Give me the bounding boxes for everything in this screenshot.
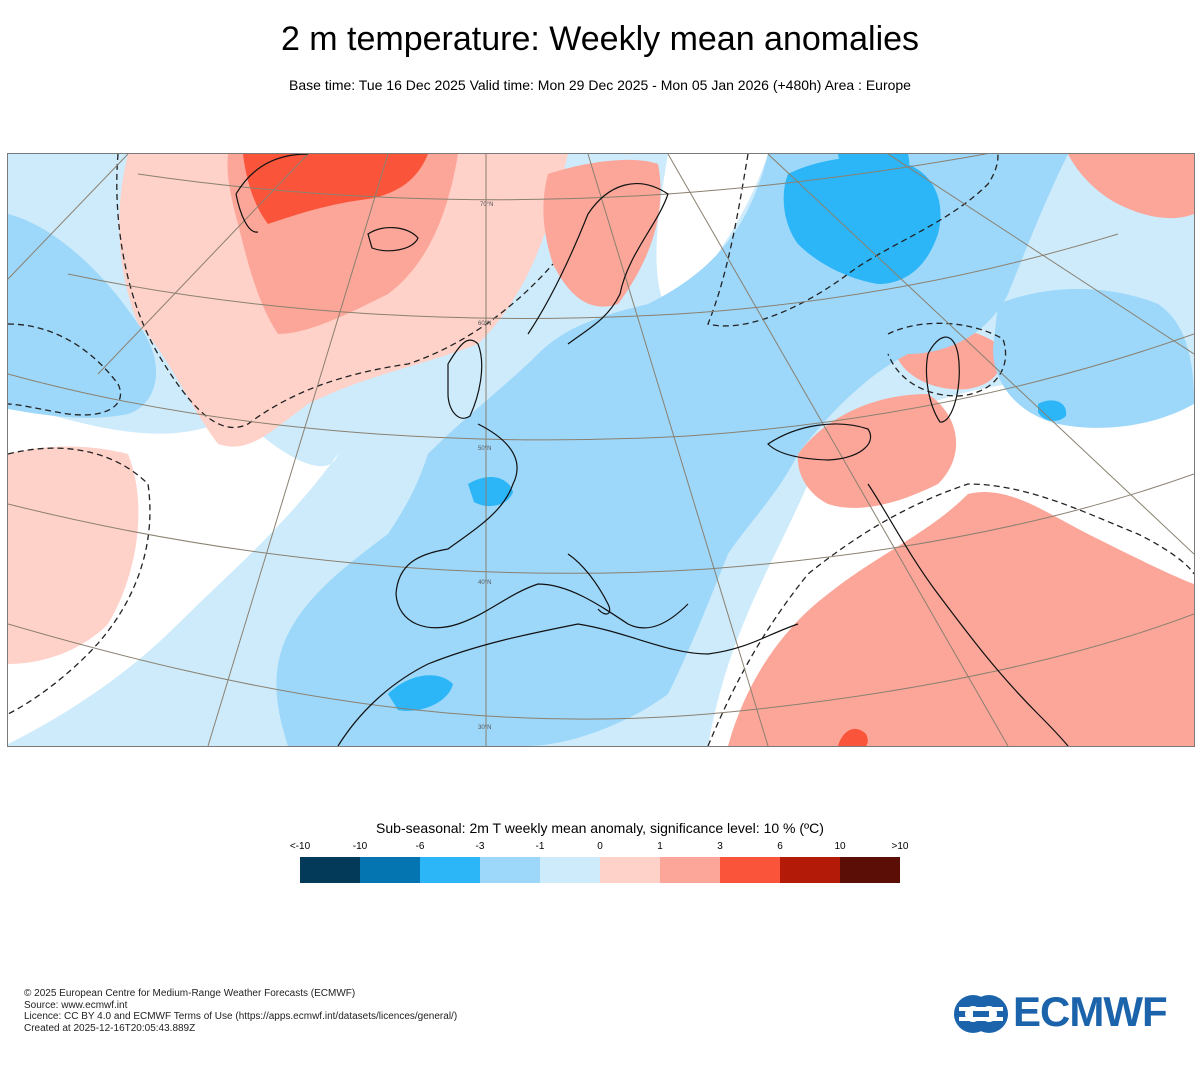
created-text: Created at 2025-12-16T20:05:43.889Z bbox=[24, 1022, 196, 1034]
significance-contours bbox=[8, 154, 1194, 746]
warm-region-middle-east bbox=[728, 492, 1194, 746]
meridian-1 bbox=[8, 154, 129, 280]
legend-label: >10 bbox=[891, 841, 909, 852]
lat-label-60: 60°N bbox=[478, 321, 491, 327]
warm-region-far-north-east bbox=[1068, 154, 1194, 219]
coastline-caspian-sea bbox=[925, 336, 960, 423]
warm-region-south-atlantic bbox=[8, 446, 139, 664]
anomaly-map[interactable]: 70°N 60°N 50°N 40°N 30°N bbox=[7, 153, 1195, 747]
colorbar-swatch bbox=[840, 857, 900, 883]
lat-label-30: 30°N bbox=[478, 725, 491, 731]
parallel-30 bbox=[8, 613, 1194, 720]
graticule bbox=[8, 154, 1194, 746]
legend-label: 1 bbox=[657, 841, 663, 852]
legend-label: <-10 bbox=[289, 841, 311, 852]
coastline-western-europe bbox=[395, 423, 689, 629]
cool-region-russia-north bbox=[838, 154, 910, 199]
ecmwf-logo-icon bbox=[954, 995, 1008, 1033]
colorbar-swatch bbox=[480, 857, 540, 883]
cool-region-east-russia bbox=[993, 289, 1194, 428]
lat-label-40: 40°N bbox=[478, 580, 491, 586]
footer-credits: © 2025 European Centre for Medium-Range … bbox=[24, 988, 457, 1034]
significance-contour-atlantic bbox=[8, 447, 151, 715]
chart-title: 2 m temperature: Weekly mean anomalies bbox=[280, 20, 920, 58]
legend-label: -1 bbox=[535, 841, 545, 852]
legend-label: -6 bbox=[415, 841, 425, 852]
significance-contour-russia bbox=[707, 154, 999, 327]
colorbar-swatch bbox=[420, 857, 480, 883]
neutral-region-north bbox=[656, 154, 768, 314]
graticule-labels: 70°N 60°N 50°N 40°N 30°N bbox=[478, 202, 493, 731]
meridian-2 bbox=[97, 154, 309, 375]
parallel-40 bbox=[8, 473, 1194, 574]
legend-label: 3 bbox=[717, 841, 723, 852]
legend-label: 6 bbox=[777, 841, 783, 852]
coastline-greenland bbox=[235, 154, 309, 233]
parallel-70 bbox=[137, 154, 989, 201]
significance-contour-caspian bbox=[887, 322, 1007, 397]
lat-label-70: 70°N bbox=[480, 202, 493, 208]
coastline-italy bbox=[567, 553, 611, 615]
map-canvas: 70°N 60°N 50°N 40°N 30°N bbox=[8, 154, 1194, 746]
licence-text: Licence: CC BY 4.0 and ECMWF Terms of Us… bbox=[24, 1011, 458, 1022]
meridian-7 bbox=[767, 154, 1194, 555]
coastline-black-sea bbox=[767, 423, 872, 461]
significance-contour-greenland bbox=[116, 154, 554, 429]
legend-title: Sub-seasonal: 2m T weekly mean anomaly, … bbox=[376, 820, 824, 836]
colorbar bbox=[300, 857, 900, 883]
warm-region-turkey bbox=[797, 394, 957, 508]
source-text: Source: www.ecmwf.int bbox=[24, 999, 128, 1011]
lat-label-50: 50°N bbox=[478, 446, 491, 452]
cool-region-kazakhstan bbox=[1038, 400, 1067, 421]
meridian-8 bbox=[887, 154, 1194, 355]
significance-contour-east bbox=[707, 483, 1194, 746]
meridian-6 bbox=[667, 154, 1009, 746]
cool-region-europe bbox=[276, 154, 1068, 746]
colorbar-swatch bbox=[540, 857, 600, 883]
cool-region-morocco bbox=[388, 675, 453, 711]
coastline-north-africa bbox=[337, 623, 799, 746]
cool-region-russia bbox=[783, 157, 941, 284]
coastline-iceland bbox=[367, 227, 419, 252]
cool-region-west-atlantic bbox=[8, 214, 157, 418]
ecmwf-logo-text: ECMWF bbox=[1013, 988, 1168, 1035]
colorbar-swatch bbox=[780, 857, 840, 883]
parallel-50 bbox=[8, 333, 1194, 441]
colorbar-swatch bbox=[360, 857, 420, 883]
legend-label: 10 bbox=[834, 841, 846, 852]
ecmwf-logo: ECMWF bbox=[953, 988, 1183, 1036]
coastline-middle-east bbox=[867, 483, 1069, 746]
meridian-3 bbox=[207, 154, 389, 746]
cool-region-france bbox=[468, 477, 513, 507]
warm-region-africa-core bbox=[838, 728, 868, 746]
coastline-british-isles bbox=[447, 339, 483, 419]
legend-label: -3 bbox=[475, 841, 485, 852]
coastlines bbox=[235, 154, 1069, 746]
copyright-text: © 2025 European Centre for Medium-Range … bbox=[24, 988, 356, 999]
colorbar-swatch bbox=[600, 857, 660, 883]
legend-label: -10 bbox=[352, 841, 368, 852]
chart-subtitle: Base time: Tue 16 Dec 2025 Valid time: M… bbox=[289, 77, 911, 93]
legend-labels: <-10 -10 -6 -3 -1 0 1 3 6 10 >10 bbox=[270, 841, 930, 855]
warm-region-greenland-core bbox=[243, 154, 428, 224]
coastline-scandinavia bbox=[527, 183, 669, 345]
legend-label: 0 bbox=[597, 841, 603, 852]
colorbar-swatch bbox=[660, 857, 720, 883]
colorbar-swatch bbox=[720, 857, 780, 883]
colorbar-swatch bbox=[300, 857, 360, 883]
parallel-60 bbox=[67, 233, 1119, 319]
significance-contour-west bbox=[8, 323, 122, 416]
